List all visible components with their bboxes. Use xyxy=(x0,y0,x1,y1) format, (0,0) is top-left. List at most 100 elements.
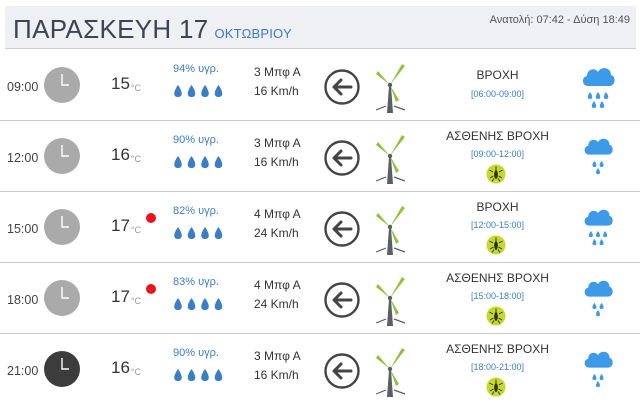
wind-speed: 24 Km/h xyxy=(254,297,299,311)
wind-beaufort: 4 Μπφ Α xyxy=(254,278,301,292)
rain-drop-shape xyxy=(592,238,597,246)
weather-description: ΑΣΘΕΝΗΣ ΒΡΟΧΗ xyxy=(446,271,549,285)
wind-turbine-icon xyxy=(375,206,406,255)
rain-drop-shape xyxy=(587,92,593,99)
temperature-value: 16 xyxy=(111,145,130,164)
heavy-rain-cloud-icon xyxy=(582,68,615,108)
rain-drop-shape xyxy=(591,101,597,108)
high-temp-dot xyxy=(146,213,156,223)
water-drop-icon xyxy=(201,85,209,97)
forecast-time: 18:00 xyxy=(7,293,39,307)
mosquito-alert-icon[interactable] xyxy=(486,377,506,397)
forecast-row: 09:00 15°C 94% υγρ. 3 Μπφ Α 16 Km/h ΒΡΟΧΗ… xyxy=(0,50,640,121)
weather-description: ΒΡΟΧΗ xyxy=(476,68,519,82)
rain-drop-shape xyxy=(595,92,601,99)
water-drop-icon xyxy=(214,227,223,239)
water-drop-icon xyxy=(187,298,196,310)
mosquito-alert-icon[interactable] xyxy=(486,306,506,326)
day-header: ΠΑΡΑΣΚΕΥΗ 17 ΟΚΤΩΒΡΙΟΥ Ανατολή: 07:42 - Δ… xyxy=(5,6,636,49)
wind-beaufort: 3 Μπφ Α xyxy=(254,349,301,363)
rain-drop-shape xyxy=(599,373,604,381)
wind-info: 4 Μπφ Α 24 Km/h xyxy=(254,205,301,243)
humidity: 82% υγρ. xyxy=(173,205,219,217)
wind-info: 4 Μπφ Α 24 Km/h xyxy=(254,276,301,314)
time-range: [18:00-21:00] xyxy=(470,362,525,372)
weather-description: ΑΣΘΕΝΗΣ ΒΡΟΧΗ xyxy=(446,129,549,143)
temperature-unit: °C xyxy=(130,83,142,93)
month-name: ΟΚΤΩΒΡΙΟΥ xyxy=(214,26,292,41)
water-drop-icon xyxy=(214,298,223,310)
mosquito-alert-icon[interactable] xyxy=(486,235,506,255)
wind-beaufort: 3 Μπφ Α xyxy=(254,65,301,79)
light-rain-cloud-icon xyxy=(584,351,613,388)
sunrise-sunset: Ανατολή: 07:42 - Δύση 18:49 xyxy=(489,14,630,26)
rain-drop-shape xyxy=(599,160,604,168)
rain-drop-shape xyxy=(596,230,600,238)
temperature-unit: °C xyxy=(130,367,142,377)
water-drop-icon xyxy=(201,156,209,168)
temperature-value: 17 xyxy=(111,216,130,235)
temperature-unit: °C xyxy=(130,154,142,164)
water-drop-icon xyxy=(174,85,182,97)
rain-drop-shape xyxy=(592,160,597,168)
rain-drop-shape xyxy=(599,302,604,310)
time-range: [09:00-12:00] xyxy=(470,149,525,159)
forecast-time: 09:00 xyxy=(7,80,39,94)
day-name: ΠΑΡΑΣΚΕΥΗ 17 xyxy=(13,14,209,44)
temperature-unit: °C xyxy=(130,225,142,235)
water-drops-icon xyxy=(174,298,223,310)
rain-drop-shape xyxy=(599,101,605,108)
water-drop-icon xyxy=(174,369,182,381)
light-rain-cloud-icon xyxy=(584,280,613,317)
temperature: 17°C xyxy=(111,287,141,307)
clock-day-icon xyxy=(44,138,80,174)
rain-drop-shape xyxy=(596,380,600,388)
wind-speed: 16 Km/h xyxy=(254,368,299,382)
temperature-unit: °C xyxy=(130,296,142,306)
water-drop-icon xyxy=(187,369,196,381)
clock-day-icon xyxy=(44,209,80,245)
water-drop-icon xyxy=(201,369,209,381)
humidity: 90% υγρ. xyxy=(173,134,219,146)
cloud-shape xyxy=(584,209,613,226)
water-drops-icon xyxy=(174,369,223,381)
cloud-shape xyxy=(584,351,613,368)
forecast-time: 21:00 xyxy=(7,364,39,378)
temperature: 17°C xyxy=(111,216,141,236)
water-drop-icon xyxy=(201,298,209,310)
humidity: 94% υγρ. xyxy=(173,63,219,75)
water-drop-icon xyxy=(214,156,223,168)
high-temp-dot xyxy=(146,284,156,294)
temperature: 16°C xyxy=(111,145,141,165)
water-drop-icon xyxy=(214,369,223,381)
arrow-left-icon xyxy=(324,211,360,247)
clock-day-icon xyxy=(44,67,80,103)
rain-drop-shape xyxy=(603,92,609,99)
wind-speed: 16 Km/h xyxy=(254,155,299,169)
water-drop-icon xyxy=(187,156,196,168)
water-drops-icon xyxy=(174,227,223,239)
heavy-rain-cloud-icon xyxy=(584,209,613,246)
wind-turbine-icon xyxy=(375,64,406,113)
arrow-left-icon xyxy=(324,282,360,318)
weather-description: ΒΡΟΧΗ xyxy=(476,200,519,214)
humidity: 83% υγρ. xyxy=(173,276,219,288)
light-rain-cloud-icon xyxy=(584,138,613,175)
time-range: [12:00-15:00] xyxy=(470,220,525,230)
rain-drop-shape xyxy=(599,238,604,246)
forecast-row: 15:00 17°C 82% υγρ. 4 Μπφ Α 24 Km/h ΒΡΟΧΗ… xyxy=(0,192,640,263)
day-title: ΠΑΡΑΣΚΕΥΗ 17 ΟΚΤΩΒΡΙΟΥ xyxy=(13,14,292,45)
temperature: 16°C xyxy=(111,358,141,378)
rain-drop-shape xyxy=(603,230,608,238)
clock-night-icon xyxy=(44,351,80,387)
forecast-row: 18:00 17°C 83% υγρ. 4 Μπφ Α 24 Km/h ΑΣΘΕΝ… xyxy=(0,263,640,334)
rain-drop-shape xyxy=(596,309,600,317)
forecast-row: 12:00 16°C 90% υγρ. 3 Μπφ Α 16 Km/h ΑΣΘΕΝ… xyxy=(0,121,640,192)
water-drop-icon xyxy=(187,227,196,239)
mosquito-alert-icon[interactable] xyxy=(486,164,506,184)
clock-day-icon xyxy=(44,280,80,316)
forecast-time: 15:00 xyxy=(7,222,39,236)
time-range: [15:00-18:00] xyxy=(470,291,525,301)
temperature-value: 17 xyxy=(111,287,130,306)
wind-speed: 16 Km/h xyxy=(254,84,299,98)
